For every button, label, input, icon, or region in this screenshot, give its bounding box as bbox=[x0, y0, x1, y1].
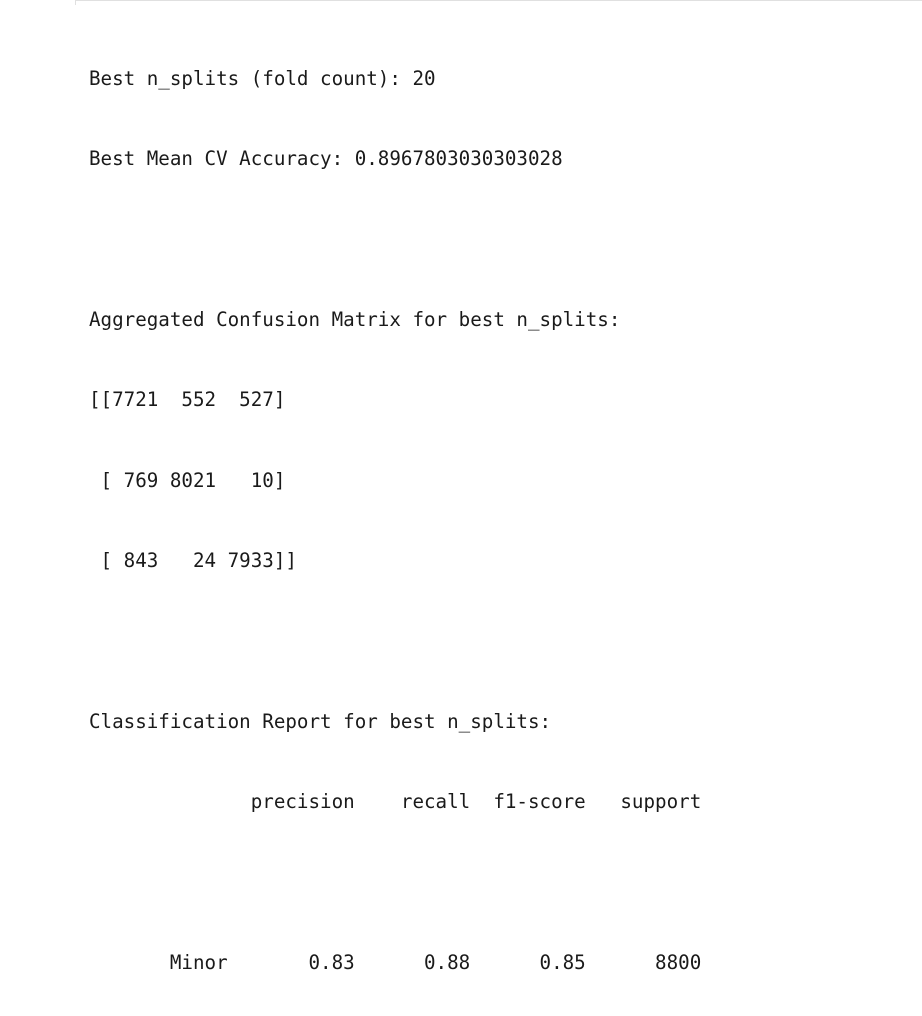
output-cell-border bbox=[75, 0, 922, 5]
cell-output: Best n_splits (fold count): 20 Best Mean… bbox=[89, 12, 701, 1016]
classification-report-title: Classification Report for best n_splits: bbox=[89, 709, 552, 733]
blank-line bbox=[89, 628, 701, 655]
confusion-matrix-row: [ 769 8021 10] bbox=[89, 468, 286, 492]
report-row-minor: Minor 0.83 0.88 0.85 8800 bbox=[89, 950, 702, 974]
best-n-splits-line: Best n_splits (fold count): 20 bbox=[89, 66, 436, 90]
confusion-matrix-title: Aggregated Confusion Matrix for best n_s… bbox=[89, 307, 621, 331]
blank-line bbox=[89, 226, 701, 253]
confusion-matrix-row: [[7721 552 527] bbox=[89, 388, 286, 412]
blank-line bbox=[89, 870, 701, 897]
best-accuracy-line: Best Mean CV Accuracy: 0.896780303030302… bbox=[89, 146, 563, 170]
report-header: precision recall f1-score support bbox=[89, 790, 702, 814]
confusion-matrix-row: [ 843 24 7933]] bbox=[89, 548, 297, 572]
